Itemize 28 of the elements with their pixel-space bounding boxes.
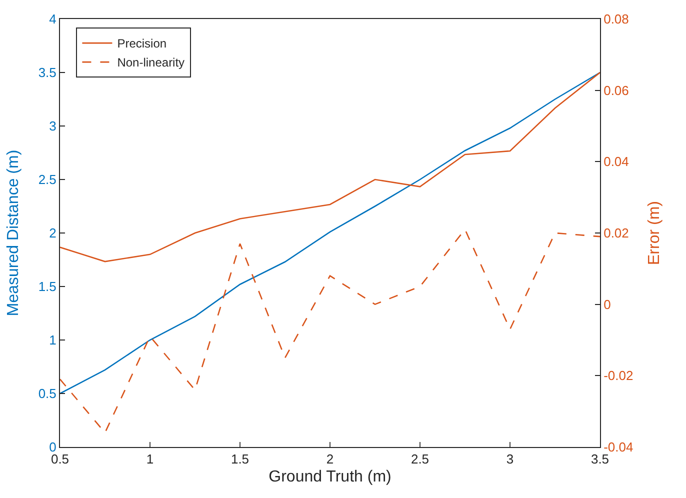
y2-axis-title: Error (m) — [646, 201, 663, 265]
y-tick-label: 1 — [49, 332, 56, 348]
line-series — [60, 228, 600, 434]
y-tick-label: 4 — [49, 12, 56, 27]
y2-tick-label: 0 — [604, 296, 611, 312]
y2-tick-label: 0.08 — [604, 12, 629, 27]
x-tick-label: 2 — [326, 452, 334, 467]
y-tick-label: 0 — [49, 440, 56, 455]
y-tick-label: 3 — [49, 118, 56, 134]
y-tick-label: 2 — [49, 226, 56, 241]
y-tick-label: 2.5 — [38, 172, 56, 188]
legend-label: Precision — [117, 36, 167, 51]
line-series — [60, 72, 600, 262]
legend-label: Non-linearity — [117, 56, 185, 70]
y2-tick-label: 0.06 — [604, 82, 629, 98]
y-tick-label: 0.5 — [38, 386, 56, 402]
x-tick-label: 1.5 — [230, 452, 250, 467]
x-tick-label: 1 — [146, 452, 154, 467]
y2-tick-label: 0.02 — [604, 226, 629, 241]
y2-tick-label: -0.02 — [604, 368, 634, 384]
line-series — [60, 72, 600, 394]
x-tick-label: 3 — [506, 452, 514, 467]
y-tick-label: 3.5 — [38, 65, 56, 80]
y-axis-title: Measured Distance (m) — [5, 150, 22, 316]
x-tick-label: 2.5 — [410, 452, 430, 467]
y2-tick-label: 0.04 — [604, 154, 629, 170]
x-axis-title: Ground Truth (m) — [268, 468, 392, 486]
y-tick-label: 1.5 — [38, 279, 56, 294]
